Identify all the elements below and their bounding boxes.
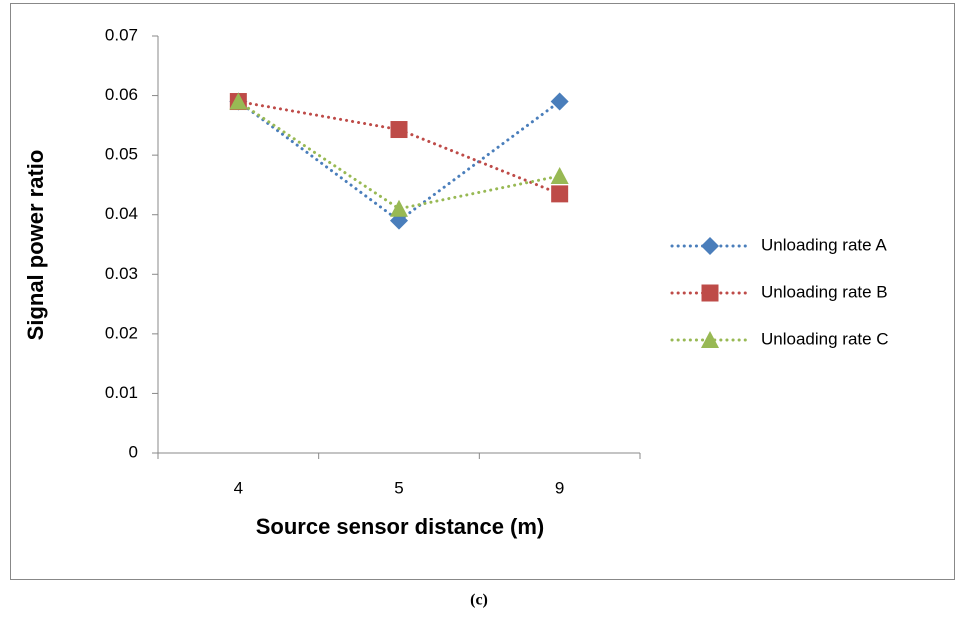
data-point bbox=[390, 199, 408, 217]
data-point bbox=[229, 92, 248, 110]
legend-label: Unloading rate C bbox=[761, 329, 889, 348]
y-tick-label: 0.01 bbox=[105, 383, 138, 402]
legend-label: Unloading rate A bbox=[761, 235, 887, 254]
legend-marker bbox=[701, 237, 719, 255]
y-tick-label: 0 bbox=[129, 442, 138, 461]
y-tick-label: 0.07 bbox=[105, 25, 138, 44]
legend-marker bbox=[701, 331, 719, 348]
data-point bbox=[550, 92, 569, 111]
data-point bbox=[390, 121, 408, 139]
x-axis-title: Source sensor distance (m) bbox=[256, 514, 545, 539]
y-axis-title: Signal power ratio bbox=[23, 150, 48, 341]
legend-label: Unloading rate B bbox=[761, 282, 888, 301]
caption: (c) bbox=[470, 592, 488, 609]
data-point bbox=[550, 166, 569, 184]
y-tick-label: 0.03 bbox=[105, 264, 138, 283]
y-tick-label: 0.02 bbox=[105, 323, 138, 342]
data-point bbox=[551, 185, 569, 203]
y-tick-label: 0.05 bbox=[105, 145, 138, 164]
chart-frame bbox=[10, 3, 955, 580]
x-tick-label: 4 bbox=[234, 478, 243, 497]
legend-marker bbox=[701, 284, 719, 302]
x-tick-label: 5 bbox=[394, 478, 403, 497]
y-tick-label: 0.04 bbox=[105, 204, 138, 223]
y-tick-label: 0.06 bbox=[105, 85, 138, 104]
series-line bbox=[236, 100, 562, 196]
x-tick-label: 9 bbox=[555, 478, 564, 497]
